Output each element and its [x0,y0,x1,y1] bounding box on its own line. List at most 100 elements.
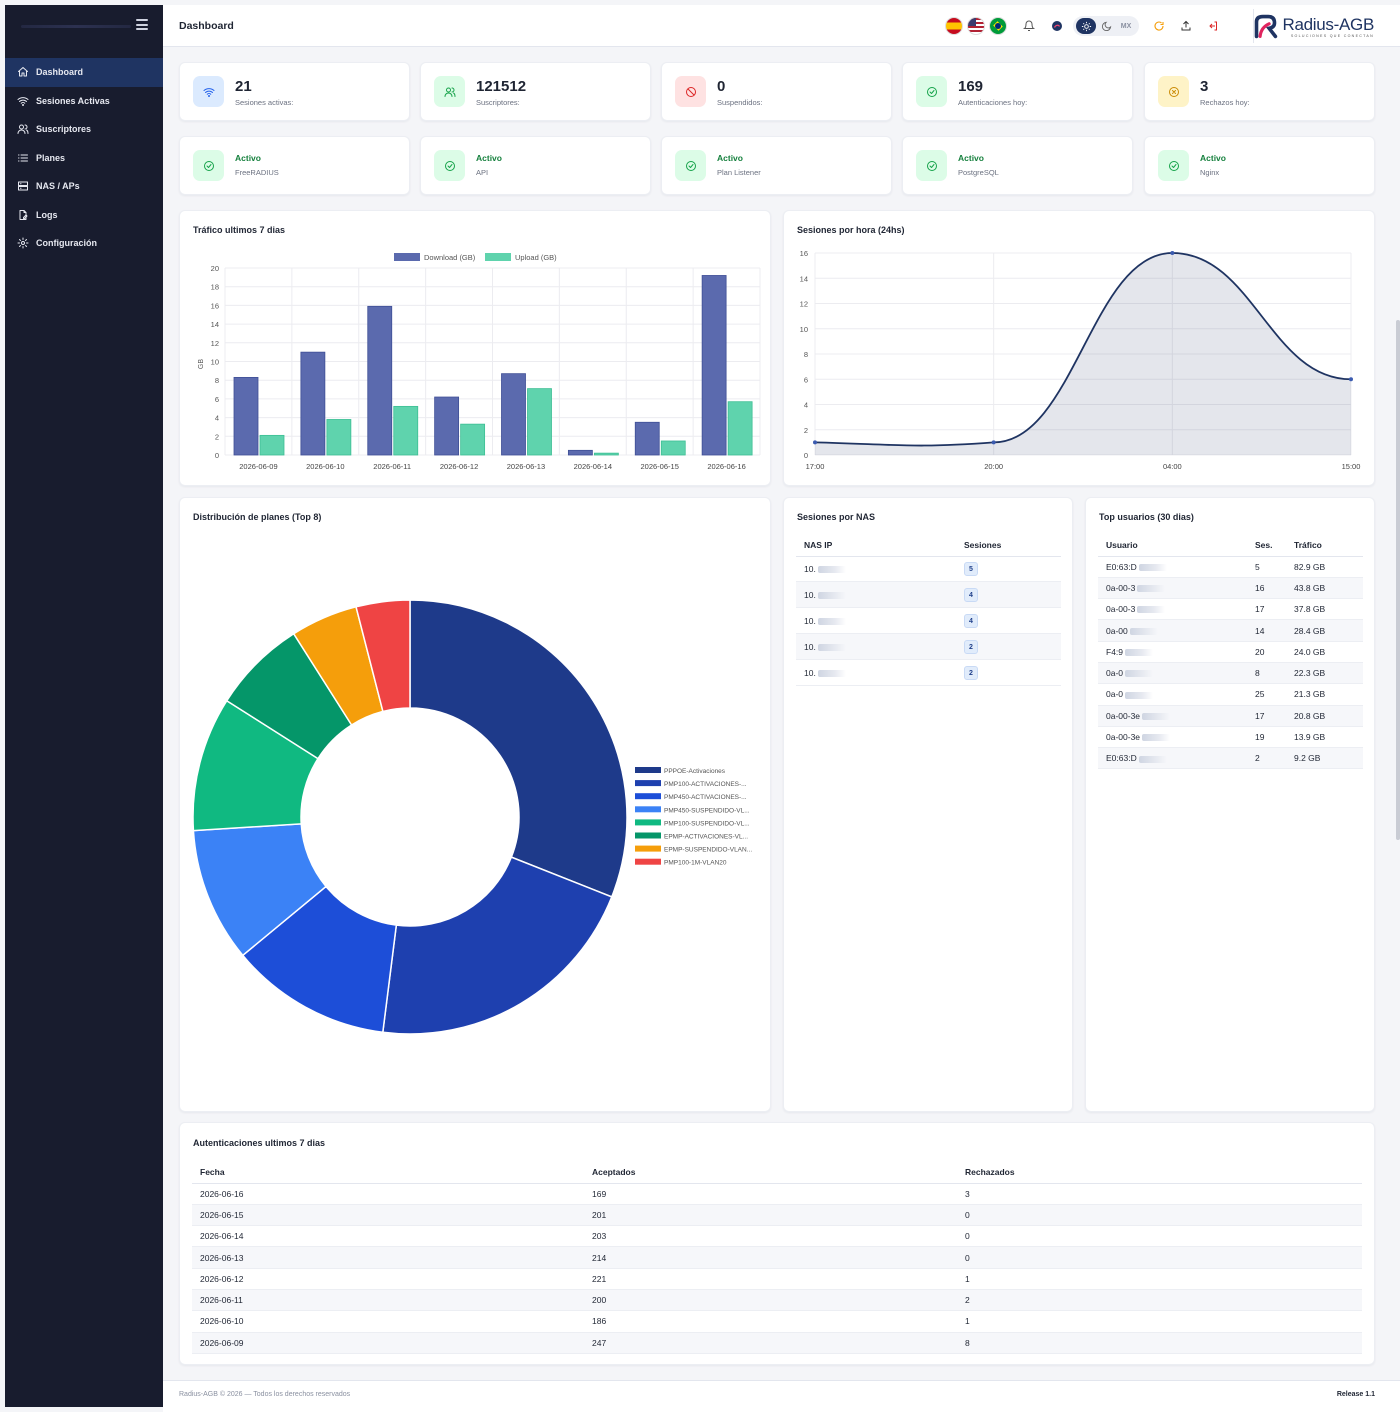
redacted-mask [1138,755,1167,763]
users-icon [16,123,29,136]
auth-date: 2026-06-12 [200,1273,244,1284]
y-tick-label: 10 [211,358,219,367]
stat-card: 3 Rechazos hoy: [1144,62,1375,121]
redacted-mask [1137,606,1166,614]
table-cell: E0:63:D [1098,556,1247,578]
service-status: Activo [235,153,261,163]
ban-icon [675,76,706,107]
legend-label: PPPOE-Activaciones [664,768,726,775]
flag-es-icon[interactable] [945,17,963,35]
y-tick-label: 2 [215,432,219,441]
avatar-icon[interactable] [1047,16,1067,36]
table-row: 2026-06-09 247 8 [192,1332,1362,1354]
table-cell: 82.9 GB [1286,556,1363,578]
legend-swatch [635,780,661,787]
sidebar-item-sesiones-activas[interactable]: Sesiones Activas [5,87,163,116]
refresh-icon[interactable] [1149,16,1169,36]
bar-upload [393,405,419,456]
bar-download [501,373,526,456]
table-header: NAS IP [796,534,956,557]
y-tick-label: 8 [215,376,219,385]
logout-icon[interactable] [1203,16,1223,36]
check-circle-icon [916,150,947,181]
y-tick-label: 6 [804,375,808,384]
y-tick-label: 8 [804,350,808,359]
table-row: 2026-06-15 201 0 [192,1204,1362,1227]
table-cell: 16 [1247,577,1286,600]
table-cell: 14 [1247,619,1286,642]
y-tick-label: 10 [800,325,808,334]
y-axis-label: GB [198,359,205,369]
y-tick-label: 14 [211,320,219,329]
sidebar-item-label: Logs [36,209,58,220]
x-tick-label: 2026-06-16 [707,462,745,471]
bell-icon[interactable] [1019,16,1039,36]
session-count-badge: 2 [964,665,978,680]
sun-icon[interactable] [1076,18,1096,34]
service-card: Activo PostgreSQL [902,136,1133,195]
table-cell: 43.8 GB [1286,577,1363,600]
table-cell: 0a-00-3 [1098,577,1247,600]
sidebar-item-dashboard[interactable]: Dashboard [5,58,163,87]
session-count-badge: 4 [964,613,978,628]
sessions-hour-card: Sesiones por hora (24hs) 0 2 4 6 8 10 12 14 16 17… [783,210,1375,486]
sidebar-item-configuraci-n[interactable]: Configuración [5,229,163,258]
moon-icon[interactable] [1096,18,1116,34]
table-cell: 4 [956,607,1061,635]
sidebar-logo [21,25,131,28]
service-status: Activo [1200,153,1226,163]
table-cell: 1 [957,1268,1362,1290]
upload-icon[interactable] [1176,16,1196,36]
user-sessions: 20 [1255,646,1265,657]
data-point [991,440,996,445]
stat-card: 121512 Suscriptores: [420,62,651,121]
legend-label: PMP450-ACTIVACIONES-... [664,794,747,801]
flag-us-icon[interactable] [967,17,985,35]
bar-download [233,376,259,456]
bar-download [367,305,393,456]
table-cell: 0 [957,1225,1362,1248]
page-scrollbar[interactable] [1396,320,1400,840]
legend-label: EPMP-SUSPENDIDO-VLAN... [664,847,752,854]
theme-toggle[interactable]: MX [1073,16,1139,36]
user-traffic: 82.9 GB [1294,561,1326,572]
check-circle-icon [1158,150,1189,181]
table-cell: 10. [796,633,956,661]
theme-mx-button[interactable]: MX [1120,22,1132,30]
user-id: E0:63:D [1106,753,1137,764]
top-users-title: Top usuarios (30 dias) [1099,512,1194,522]
sidebar-item-nas-aps[interactable]: NAS / APs [5,172,163,201]
auth-date: 2026-06-10 [200,1316,244,1327]
redacted-mask [1129,627,1158,635]
top-header: Dashboard MX [163,5,1400,47]
user-id: 0a-00-3 [1106,604,1136,615]
legend-swatch [635,845,661,852]
list-icon [16,151,29,164]
auth-date: 2026-06-15 [200,1209,244,1220]
footer: Radius-AGB © 2026 — Todos los derechos r… [163,1380,1400,1412]
menu-toggle-icon[interactable] [136,19,148,30]
auth-date: 2026-06-11 [200,1295,243,1306]
stat-card: 21 Sesiones activas: [179,62,410,121]
sidebar-item-planes[interactable]: Planes [5,144,163,173]
data-point [1349,377,1353,382]
redacted-mask [817,592,846,600]
table-cell: 0a-0 [1098,683,1247,706]
x-tick-label: 2026-06-11 [373,462,411,471]
auth-accepted: 186 [592,1316,607,1327]
sidebar-item-logs[interactable]: Logs [5,201,163,230]
auth-rejected: 8 [965,1337,970,1348]
table-row: 0a-00-3 17 37.8 GB [1098,598,1363,621]
home-icon [16,66,29,79]
check-circle-icon [193,150,224,181]
sidebar-item-label: Configuración [36,238,97,249]
flag-br-icon[interactable] [989,17,1007,35]
x-tick-label: 15:00 [1342,462,1361,471]
y-tick-label: 12 [211,339,219,348]
table-cell: 5 [1247,556,1286,578]
redacted-mask [817,617,846,625]
auth-rejected: 0 [965,1231,970,1242]
service-name: Nginx [1200,168,1220,177]
sidebar-item-suscriptores[interactable]: Suscriptores [5,115,163,144]
x-tick-label: 2026-06-12 [440,462,478,471]
